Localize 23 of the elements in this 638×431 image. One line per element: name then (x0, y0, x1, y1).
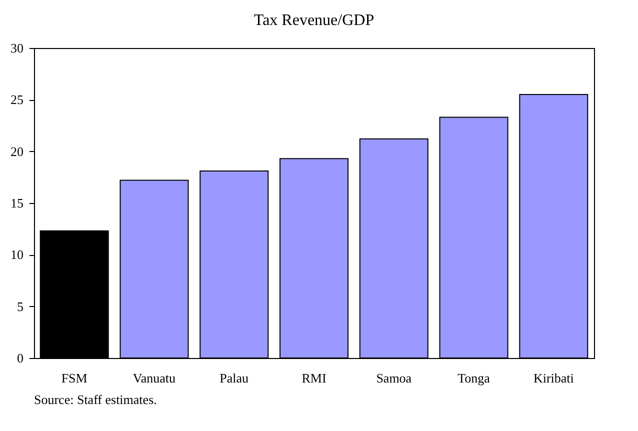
x-tick-label: RMI (302, 370, 326, 386)
x-tick-label: Vanuatu (132, 370, 176, 386)
y-tick-label: 20 (10, 144, 24, 159)
bar (120, 180, 189, 358)
chart-title: Tax Revenue/GDP (254, 12, 374, 29)
bar (519, 94, 588, 358)
bar (439, 116, 508, 358)
y-tick-label: 0 (17, 350, 24, 366)
x-tick-label: Samoa (376, 370, 412, 386)
x-tick-label: Palau (220, 370, 250, 386)
y-tick-label: 10 (10, 247, 24, 262)
y-tick-label: 5 (17, 298, 24, 314)
x-tick-label: Tonga (458, 370, 490, 386)
y-tick-label: 30 (10, 40, 24, 56)
source-note: Source: Staff estimates. (34, 392, 157, 407)
y-tick-label: 25 (10, 92, 24, 108)
x-tick-label: FSM (61, 370, 88, 386)
bar (280, 158, 348, 358)
bar (40, 230, 109, 358)
bar (359, 138, 428, 358)
y-tick-label: 15 (10, 196, 24, 210)
x-tick-label: Kiribati (533, 370, 574, 386)
bar (200, 170, 269, 358)
